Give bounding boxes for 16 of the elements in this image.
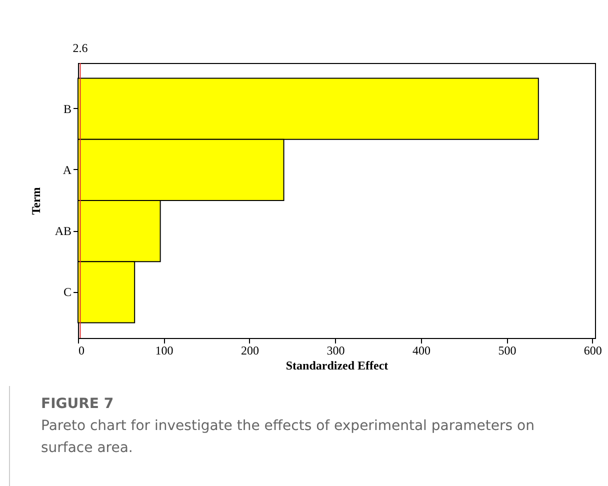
caption: FIGURE 7: [41, 396, 115, 412]
x-tick-label: 500: [498, 344, 516, 358]
x-tick-label: 200: [240, 344, 259, 358]
text: Pareto chart for investigate the effects of experimental parameters on surface area.: [41, 417, 536, 458]
ref-line-label: 2.6: [72, 41, 88, 55]
x-axis-title: Standardized Effect: [286, 358, 388, 372]
y-tick-label: A: [62, 162, 72, 177]
y-tick-label: C: [63, 285, 72, 300]
x-tick-label: 300: [326, 344, 345, 358]
x-tick-label: 600: [584, 344, 602, 358]
x-tick-label: 0: [78, 344, 84, 358]
x-tick-label: 400: [412, 344, 430, 358]
x-tick-label: 100: [155, 344, 174, 358]
y-tick-label: AB: [54, 224, 72, 238]
y-axis-title: Term: [28, 187, 43, 215]
y-tick-label: B: [63, 102, 72, 116]
